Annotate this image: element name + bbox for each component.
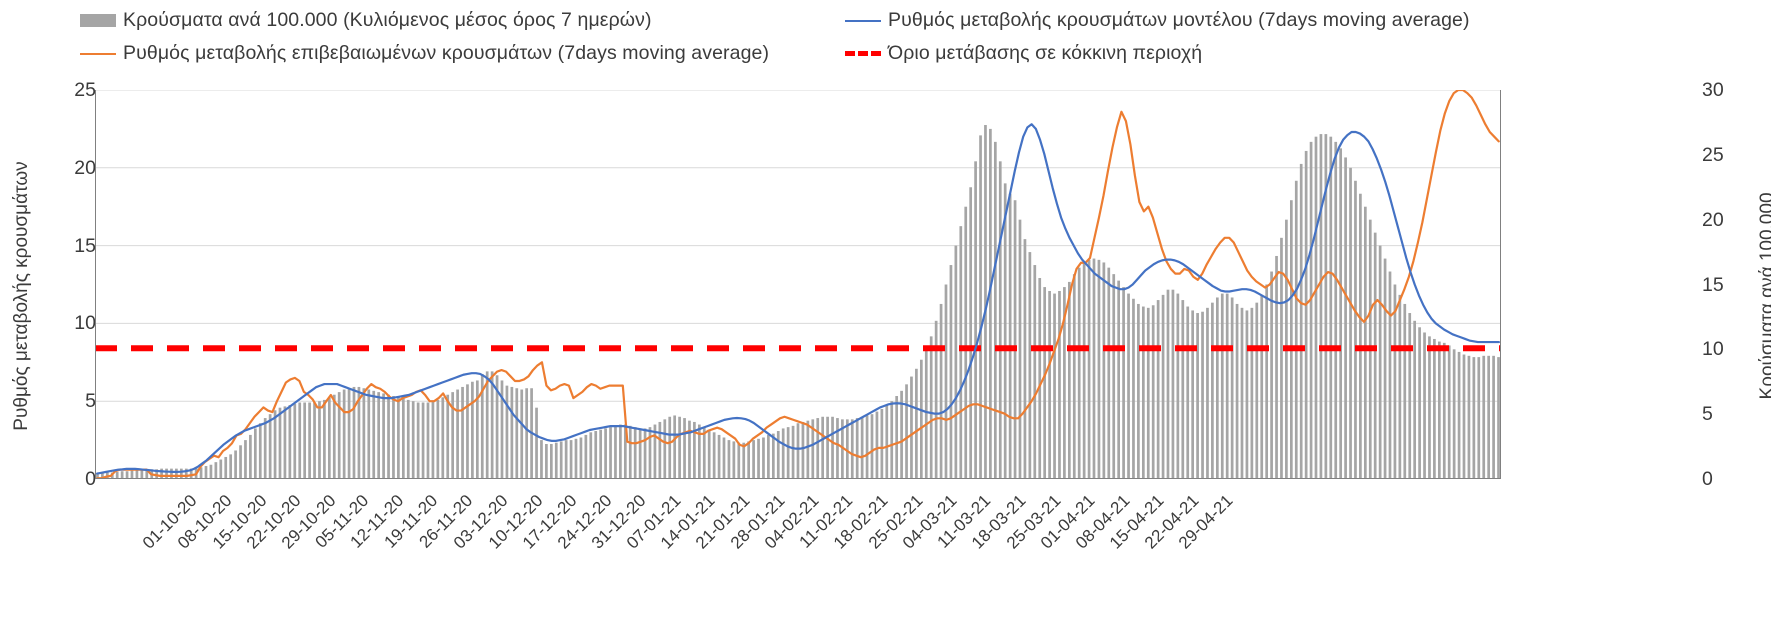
y-axis-right-tick: 15 [1702, 273, 1724, 296]
y-axis-left-tick: 20 [74, 156, 96, 179]
y-axis-right-tick: 20 [1702, 208, 1724, 231]
dashed-swatch-red-icon [845, 51, 881, 56]
y-axis-left-tick: 0 [85, 468, 96, 490]
chart-svg [95, 90, 1501, 479]
y-axis-right-tick: 30 [1702, 79, 1724, 101]
y-axis-left-title: Ρυθμός μεταβολής κρουσμάτων [11, 161, 32, 431]
line-series [95, 90, 1501, 479]
legend-item-cases-per-100k[interactable]: Κρούσματα ανά 100.000 (Κυλιόμενος μέσος … [80, 9, 652, 32]
legend-label-confirmed-growth-rate: Ρυθμός μεταβολής επιβεβαιωμένων κρουσμάτ… [123, 42, 770, 64]
y-axis-right-tick: 5 [1702, 403, 1713, 426]
y-axis-right-tick: 25 [1702, 143, 1724, 166]
chart-canvas [95, 90, 1501, 479]
x-axis-tick-labels: 01-10-20 08-10-20 15-10-20 22-10-20 29-10-20… [95, 479, 1515, 639]
y-axis-left-tick: 15 [74, 234, 96, 257]
legend-label-cases-per-100k: Κρούσματα ανά 100.000 (Κυλιόμενος μέσος … [123, 9, 652, 31]
y-axis-left-tick: 25 [74, 79, 96, 101]
legend-label-red-zone-threshold: Όριο μετάβασης σε κόκκινη περιοχή [888, 42, 1203, 64]
line-swatch-orange-icon [80, 52, 116, 55]
y-axis-right-tick: 10 [1702, 338, 1724, 361]
chart-legend: Κρούσματα ανά 100.000 (Κυλιόμενος μέσος … [0, 0, 1771, 70]
legend-item-confirmed-growth-rate[interactable]: Ρυθμός μεταβολής επιβεβαιωμένων κρουσμάτ… [80, 42, 769, 65]
plot-area: Ρυθμός μεταβολής κρουσμάτων Κρούσματα αν… [0, 70, 1771, 641]
legend-label-model-growth-rate: Ρυθμός μεταβολής κρουσμάτων μοντέλου (7d… [888, 9, 1470, 31]
legend-item-model-growth-rate[interactable]: Ρυθμός μεταβολής κρουσμάτων μοντέλου (7d… [845, 9, 1470, 32]
y-axis-left-tick: 10 [74, 312, 96, 335]
y-axis-left-tick: 5 [85, 390, 96, 413]
bar-swatch-icon [80, 14, 116, 27]
y-axis-right-tick: 0 [1702, 468, 1713, 490]
legend-item-red-zone-threshold[interactable]: Όριο μετάβασης σε κόκκινη περιοχή [845, 42, 1202, 65]
axis-frame [95, 90, 1501, 479]
bar-series [96, 125, 1500, 479]
line-swatch-blue-icon [845, 19, 881, 22]
